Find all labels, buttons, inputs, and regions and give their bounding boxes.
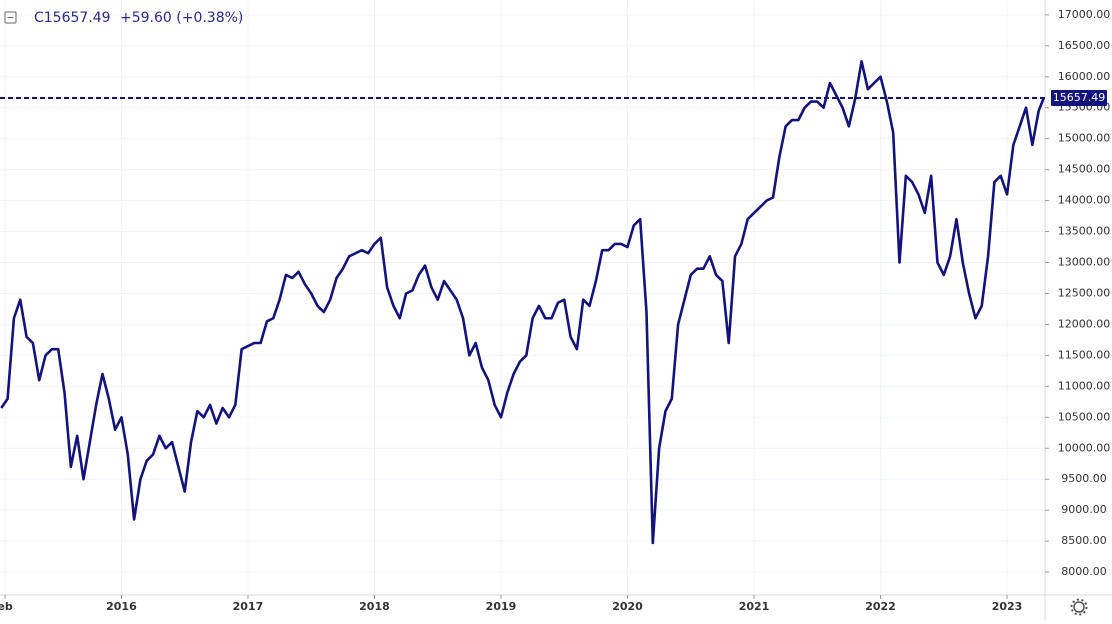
y-tick-label: 14000.00	[1058, 194, 1111, 207]
collapse-button[interactable]	[4, 11, 17, 24]
x-tick-label: 2018	[359, 600, 390, 613]
x-tick-label: 2016	[106, 600, 137, 613]
y-tick-label: 15000.00	[1058, 132, 1111, 145]
y-tick-label: 16500.00	[1058, 39, 1111, 52]
y-tick-label: 13500.00	[1058, 225, 1111, 238]
price-line	[0, 60, 1045, 545]
price-change: +59.60 (+0.38%)	[120, 10, 243, 26]
y-tick-label: 9500.00	[1061, 472, 1107, 485]
y-tick-label: 14500.00	[1058, 163, 1111, 176]
x-tick-label: 2022	[865, 600, 896, 613]
y-tick-label: 10500.00	[1058, 410, 1111, 423]
y-tick-label: 10000.00	[1058, 441, 1111, 454]
settings-button[interactable]	[1070, 598, 1088, 616]
y-tick-label: 12500.00	[1058, 286, 1111, 299]
y-tick-label: 8000.00	[1061, 565, 1107, 578]
y-tick-label: 11500.00	[1058, 348, 1111, 361]
settings-icon	[1073, 601, 1085, 613]
plot-area	[0, 60, 1045, 545]
y-tick-label: 13000.00	[1058, 256, 1111, 269]
y-tick-label: 11000.00	[1058, 379, 1111, 392]
y-tick-label: 12000.00	[1058, 317, 1111, 330]
x-tick-label: 2023	[992, 600, 1023, 613]
y-tick-label: 17000.00	[1058, 8, 1111, 21]
y-tick-label: 9000.00	[1061, 503, 1107, 516]
x-tick-label: 2021	[739, 600, 770, 613]
x-tick-label: eb	[0, 600, 13, 613]
last-price-box	[1051, 89, 1107, 106]
x-tick-label: 2020	[612, 600, 643, 613]
y-tick-label: 16000.00	[1058, 70, 1111, 83]
symbol-price: C15657.49	[34, 10, 111, 26]
x-tick-label: 2017	[233, 600, 264, 613]
settings-icon-teeth	[1070, 598, 1088, 616]
last-price-label: 15657.49	[1053, 91, 1106, 104]
grid	[0, 0, 1045, 595]
x-tick-label: 2019	[486, 600, 517, 613]
y-tick-label: 8500.00	[1061, 534, 1107, 547]
